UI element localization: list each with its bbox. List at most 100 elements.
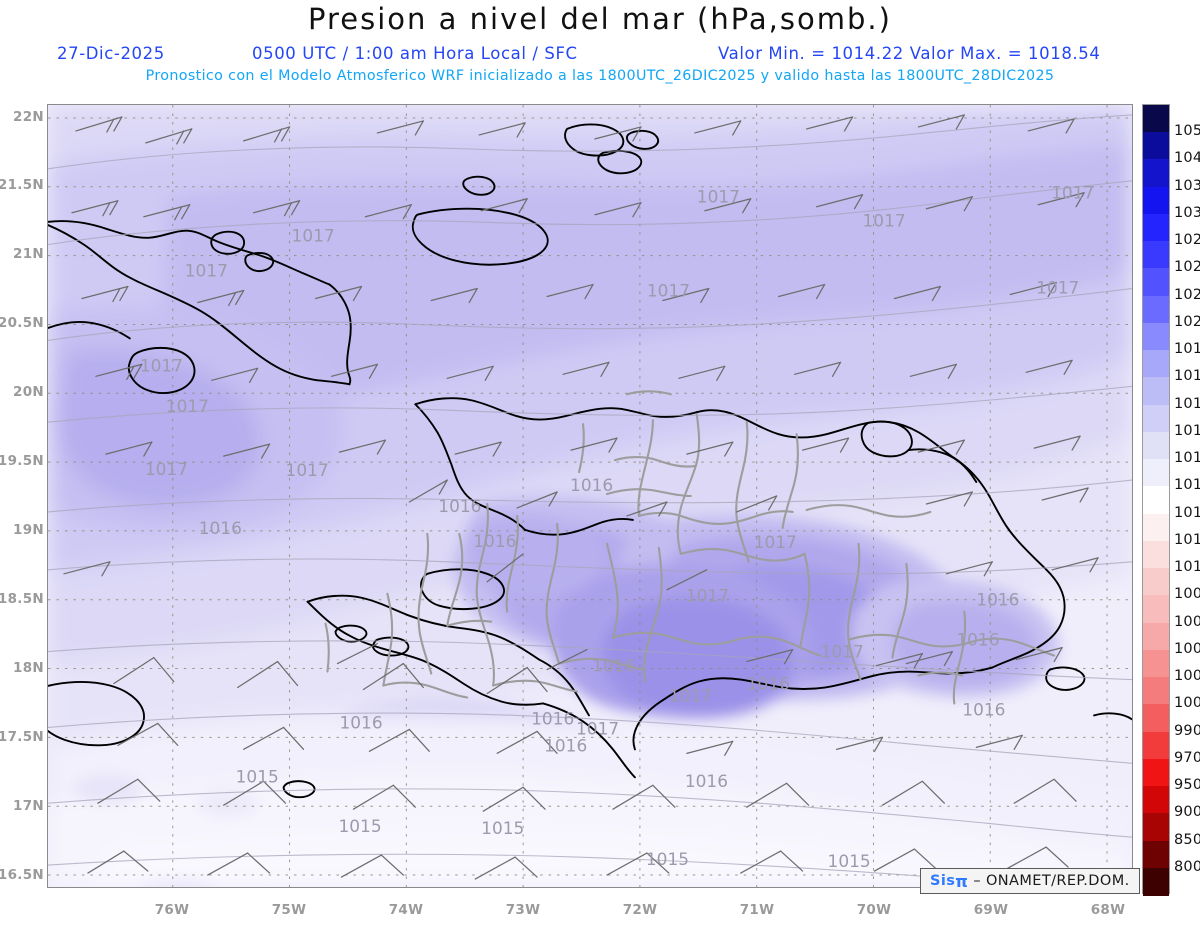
colorbar-tick-label: 970: [1174, 749, 1200, 766]
colorbar-segment: [1143, 431, 1169, 460]
colorbar-segment: [1143, 595, 1169, 624]
colorbar-segment: [1143, 758, 1169, 787]
colorbar-segment: [1143, 813, 1169, 842]
wind-barbs-layer: [63, 114, 1099, 880]
colorbar-tick-label: 1010: [1174, 559, 1200, 576]
coastline-layer: [48, 123, 1132, 799]
contour-label: 1016: [544, 735, 587, 755]
colorbar-gradient: [1142, 104, 1170, 896]
colorbar-tick-label: 950: [1174, 777, 1200, 794]
forecast-date: 27-Dic-2025: [57, 44, 165, 63]
contour-label: 1017: [697, 187, 740, 207]
colorbar-segment: [1143, 840, 1169, 869]
colorbar-segment: [1143, 649, 1169, 678]
colorbar-tick-label: 1022: [1174, 286, 1200, 303]
colorbar-tick-label: 1014: [1174, 477, 1200, 494]
contour-label: 1015: [338, 816, 381, 836]
colorbar-segment: [1143, 350, 1169, 378]
x-tick-label: 75W: [271, 902, 307, 918]
logo-agency-text: – ONAMET/REP.DOM.: [973, 873, 1130, 889]
y-tick-label: 19N: [13, 522, 44, 538]
x-tick-label: 74W: [388, 902, 424, 918]
contour-label: 1017: [292, 226, 335, 246]
colorbar-tick-label: 1006: [1174, 613, 1200, 630]
x-axis-ticks: 76W 75W 74W 73W 72W 71W 70W 69W 68W: [0, 888, 1200, 927]
contour-label: 1015: [236, 766, 279, 786]
map-plot-area[interactable]: 1017 1017 1017 1017 1017 1017 1017 1017 1017 1017…: [47, 104, 1133, 888]
colorbar-tick-label: 1020: [1174, 313, 1200, 330]
colorbar-segment: [1143, 268, 1169, 297]
colorbar-segment: [1143, 867, 1169, 896]
chart-header: Presion a nivel del mar (hPa,somb.) 27-D…: [0, 0, 1200, 92]
forecast-time: 0500 UTC / 1:00 am Hora Local / SFC: [252, 44, 578, 63]
colorbar-segment: [1143, 677, 1169, 705]
colorbar-tick-label: 1000: [1174, 695, 1200, 712]
colorbar-legend[interactable]: 1050 1040 1035 1030 1028 1025 1022 1020 1019 1018…: [1142, 104, 1200, 896]
colorbar-tick-label: 1050: [1174, 123, 1200, 140]
contour-label: 1016: [438, 496, 481, 516]
contour-label: 1017: [1051, 183, 1094, 203]
y-tick-label: 22N: [13, 109, 44, 125]
x-tick-label: 71W: [739, 902, 775, 918]
colorbar-tick-label: 1035: [1174, 177, 1200, 194]
contour-label: 1017: [286, 460, 329, 480]
subtitle-line: 27-Dic-2025 0500 UTC / 1:00 am Hora Loca…: [0, 44, 1200, 66]
attribution-badge: Sis π – ONAMET/REP.DOM.: [920, 868, 1140, 894]
x-tick-label: 69W: [973, 902, 1009, 918]
y-tick-label: 20N: [13, 384, 44, 400]
contour-label: 1015: [481, 818, 524, 838]
contour-label: 1017: [140, 355, 183, 375]
colorbar-segment: [1143, 404, 1169, 433]
colorbar-segment: [1143, 622, 1169, 651]
x-tick-label: 73W: [505, 902, 541, 918]
colorbar-tick-label: 1019: [1174, 341, 1200, 358]
colorbar-segment: [1143, 731, 1169, 760]
colorbar-segment: [1143, 377, 1169, 406]
colorbar-segment: [1143, 159, 1169, 188]
contour-label: 1017: [576, 718, 619, 738]
contour-label: 1016: [747, 674, 790, 694]
x-tick-label: 76W: [154, 902, 190, 918]
colorbar-segment: [1143, 486, 1169, 515]
colorbar-segment: [1143, 132, 1169, 161]
colorbar-segment: [1143, 241, 1169, 270]
model-description: Pronostico con el Modelo Atmosferico WRF…: [145, 68, 1055, 84]
contour-label: 1016: [685, 771, 728, 791]
logo-sis-text: Sis: [930, 873, 956, 889]
contour-label: 1016: [592, 656, 635, 676]
logo-pi-icon: π: [955, 871, 969, 891]
contour-label: 1016: [570, 475, 613, 495]
colorbar-tick-label: 1015: [1174, 450, 1200, 467]
y-tick-label: 19.5N: [0, 453, 44, 469]
contour-label: 1015: [828, 851, 871, 871]
contour-label: 1016: [473, 531, 516, 551]
contour-label: 1017: [647, 281, 690, 301]
colorbar-segment: [1143, 295, 1169, 324]
colorbar-segment: [1143, 105, 1169, 133]
y-axis-ticks: 22N 21.5N 21N 20.5N 20N 19.5N 19N 18.5N 18N 17.5N…: [0, 0, 47, 927]
contour-label: 1017: [185, 261, 228, 281]
contour-label: 1016: [976, 590, 1019, 610]
y-tick-label: 18.5N: [0, 591, 44, 607]
colorbar-tick-label: 1008: [1174, 586, 1200, 603]
colorbar-tick-label: 1004: [1174, 640, 1200, 657]
contour-label: 1017: [145, 459, 188, 479]
colorbar-tick-label: 850: [1174, 831, 1200, 848]
y-tick-label: 18N: [13, 660, 44, 676]
colorbar-tick-label: 990: [1174, 722, 1200, 739]
contour-labels-layer: 1017 1017 1017 1017 1017 1017 1017 1017 1017 1017…: [140, 183, 1094, 871]
colorbar-tick-label: 1018: [1174, 368, 1200, 385]
contour-label: 1017: [669, 685, 712, 705]
contour-label: 1016: [956, 630, 999, 650]
y-tick-label: 17N: [13, 798, 44, 814]
value-minmax: Valor Min. = 1014.22 Valor Max. = 1018.5…: [718, 44, 1101, 63]
contour-label: 1016: [962, 699, 1005, 719]
pressure-shading-layer: [48, 105, 1132, 887]
x-tick-label: 68W: [1090, 902, 1126, 918]
contour-label: 1017: [754, 532, 797, 552]
colorbar-tick-label: 800: [1174, 858, 1200, 875]
colorbar-tick-label: 1028: [1174, 232, 1200, 249]
x-tick-label: 72W: [622, 902, 658, 918]
colorbar-segment: [1143, 704, 1169, 733]
colorbar-segment: [1143, 459, 1169, 487]
